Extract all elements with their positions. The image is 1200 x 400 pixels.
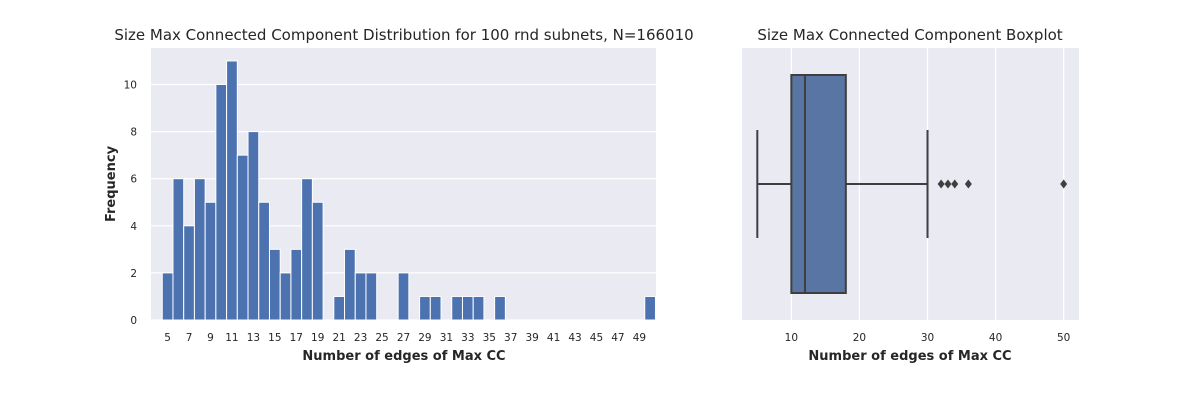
histogram-bar: [365, 272, 378, 321]
histogram-x-tick-label: 45: [590, 332, 603, 344]
histogram-x-tick-label: 35: [483, 332, 496, 344]
histogram-bar: [429, 295, 442, 321]
histogram-x-tick-label: 41: [547, 332, 560, 344]
histogram-bar: [644, 295, 656, 321]
histogram-bar: [247, 131, 260, 321]
boxplot-x-tick-label: 30: [921, 332, 934, 344]
boxplot-x-ticks: 10 20 30 40 50: [785, 332, 1071, 344]
histogram-y-tick-label: 8: [130, 127, 137, 139]
histogram-bar: [301, 178, 313, 321]
histogram-x-tick-label: 23: [354, 332, 367, 344]
histogram-y-ticks: 0 2 4 6 8 10: [124, 80, 138, 327]
boxplot-x-tick-label: 10: [785, 332, 798, 344]
histogram-x-tick-label: 11: [225, 332, 238, 344]
histogram-bar: [344, 248, 356, 321]
boxplot-x-tick-label: 50: [1057, 332, 1070, 344]
boxplot-marks: [756, 74, 1068, 294]
histogram-bar: [311, 201, 324, 321]
histogram-x-tick-label: 33: [461, 332, 474, 344]
histogram-bar: [472, 295, 485, 321]
histogram-y-tick-label: 6: [130, 174, 137, 186]
histogram-title: Size Max Connected Component Distributio…: [114, 26, 693, 44]
boxplot-outlier: [937, 179, 945, 189]
histogram-bar: [215, 84, 228, 321]
histogram-bar: [268, 248, 281, 321]
histogram-bar: [161, 272, 174, 321]
boxplot-x-axis-label: Number of edges of Max CC: [808, 349, 1011, 364]
histogram-chart: 5 7 9 11 13 15 17 19 21 23 25 27 29 31 33 35 37 39 41 43 45 4…: [104, 26, 694, 364]
histogram-bar: [461, 295, 474, 321]
histogram-bar: [419, 295, 431, 321]
boxplot-x-tick-label: 20: [853, 332, 866, 344]
boxplot-x-tick-label: 40: [989, 332, 1002, 344]
histogram-x-tick-label: 5: [164, 332, 171, 344]
histogram-x-tick-label: 27: [397, 332, 410, 344]
histogram-bar: [226, 60, 238, 321]
histogram-x-ticks: 5 7 9 11 13 15 17 19 21 23 25 27 29 31 33 35 37 39 41 43 45 4…: [164, 332, 646, 344]
boxplot-title: Size Max Connected Component Boxplot: [757, 26, 1062, 44]
histogram-x-tick-label: 9: [207, 332, 214, 344]
histogram-bar: [333, 295, 346, 321]
histogram-x-tick-label: 19: [311, 332, 324, 344]
histogram-x-tick-label: 15: [268, 332, 281, 344]
histogram-x-tick-label: 49: [633, 332, 646, 344]
boxplot-outlier: [951, 179, 959, 189]
histogram-x-tick-label: 47: [611, 332, 624, 344]
histogram-x-tick-label: 43: [568, 332, 581, 344]
histogram-x-tick-label: 37: [504, 332, 517, 344]
histogram-y-tick-label: 0: [130, 315, 137, 327]
histogram-bar: [183, 225, 195, 321]
histogram-bars: [161, 60, 656, 321]
histogram-x-tick-label: 17: [290, 332, 303, 344]
boxplot-outlier: [944, 179, 952, 189]
histogram-bar: [172, 178, 185, 321]
histogram-x-tick-label: 31: [440, 332, 453, 344]
histogram-x-tick-label: 21: [332, 332, 345, 344]
histogram-x-tick-label: 7: [186, 332, 193, 344]
histogram-bar: [258, 201, 270, 321]
histogram-bar: [290, 248, 303, 321]
histogram-bar: [193, 178, 206, 321]
histogram-x-tick-label: 39: [525, 332, 538, 344]
boxplot-box: [790, 74, 847, 294]
histogram-x-tick-label: 29: [418, 332, 431, 344]
histogram-bar: [354, 272, 367, 321]
histogram-bar: [494, 295, 506, 321]
boxplot-outlier: [1060, 179, 1068, 189]
histogram-y-axis-label: Frequency: [104, 145, 119, 222]
histogram-y-tick-label: 4: [130, 221, 137, 233]
histogram-y-tick-label: 2: [130, 268, 137, 280]
histogram-bar: [279, 272, 292, 321]
histogram-x-axis-label: Number of edges of Max CC: [302, 349, 505, 364]
histogram-bar: [397, 272, 410, 321]
boxplot-outlier: [964, 179, 972, 189]
histogram-bar: [204, 201, 217, 321]
histogram-x-tick-label: 25: [375, 332, 388, 344]
histogram-y-tick-label: 10: [124, 80, 137, 92]
boxplot-chart: 10 20 30 40 50 Size Max Connected Component …: [742, 26, 1079, 364]
histogram-bar: [236, 154, 249, 321]
histogram-bar: [451, 295, 463, 321]
histogram-x-tick-label: 13: [247, 332, 260, 344]
